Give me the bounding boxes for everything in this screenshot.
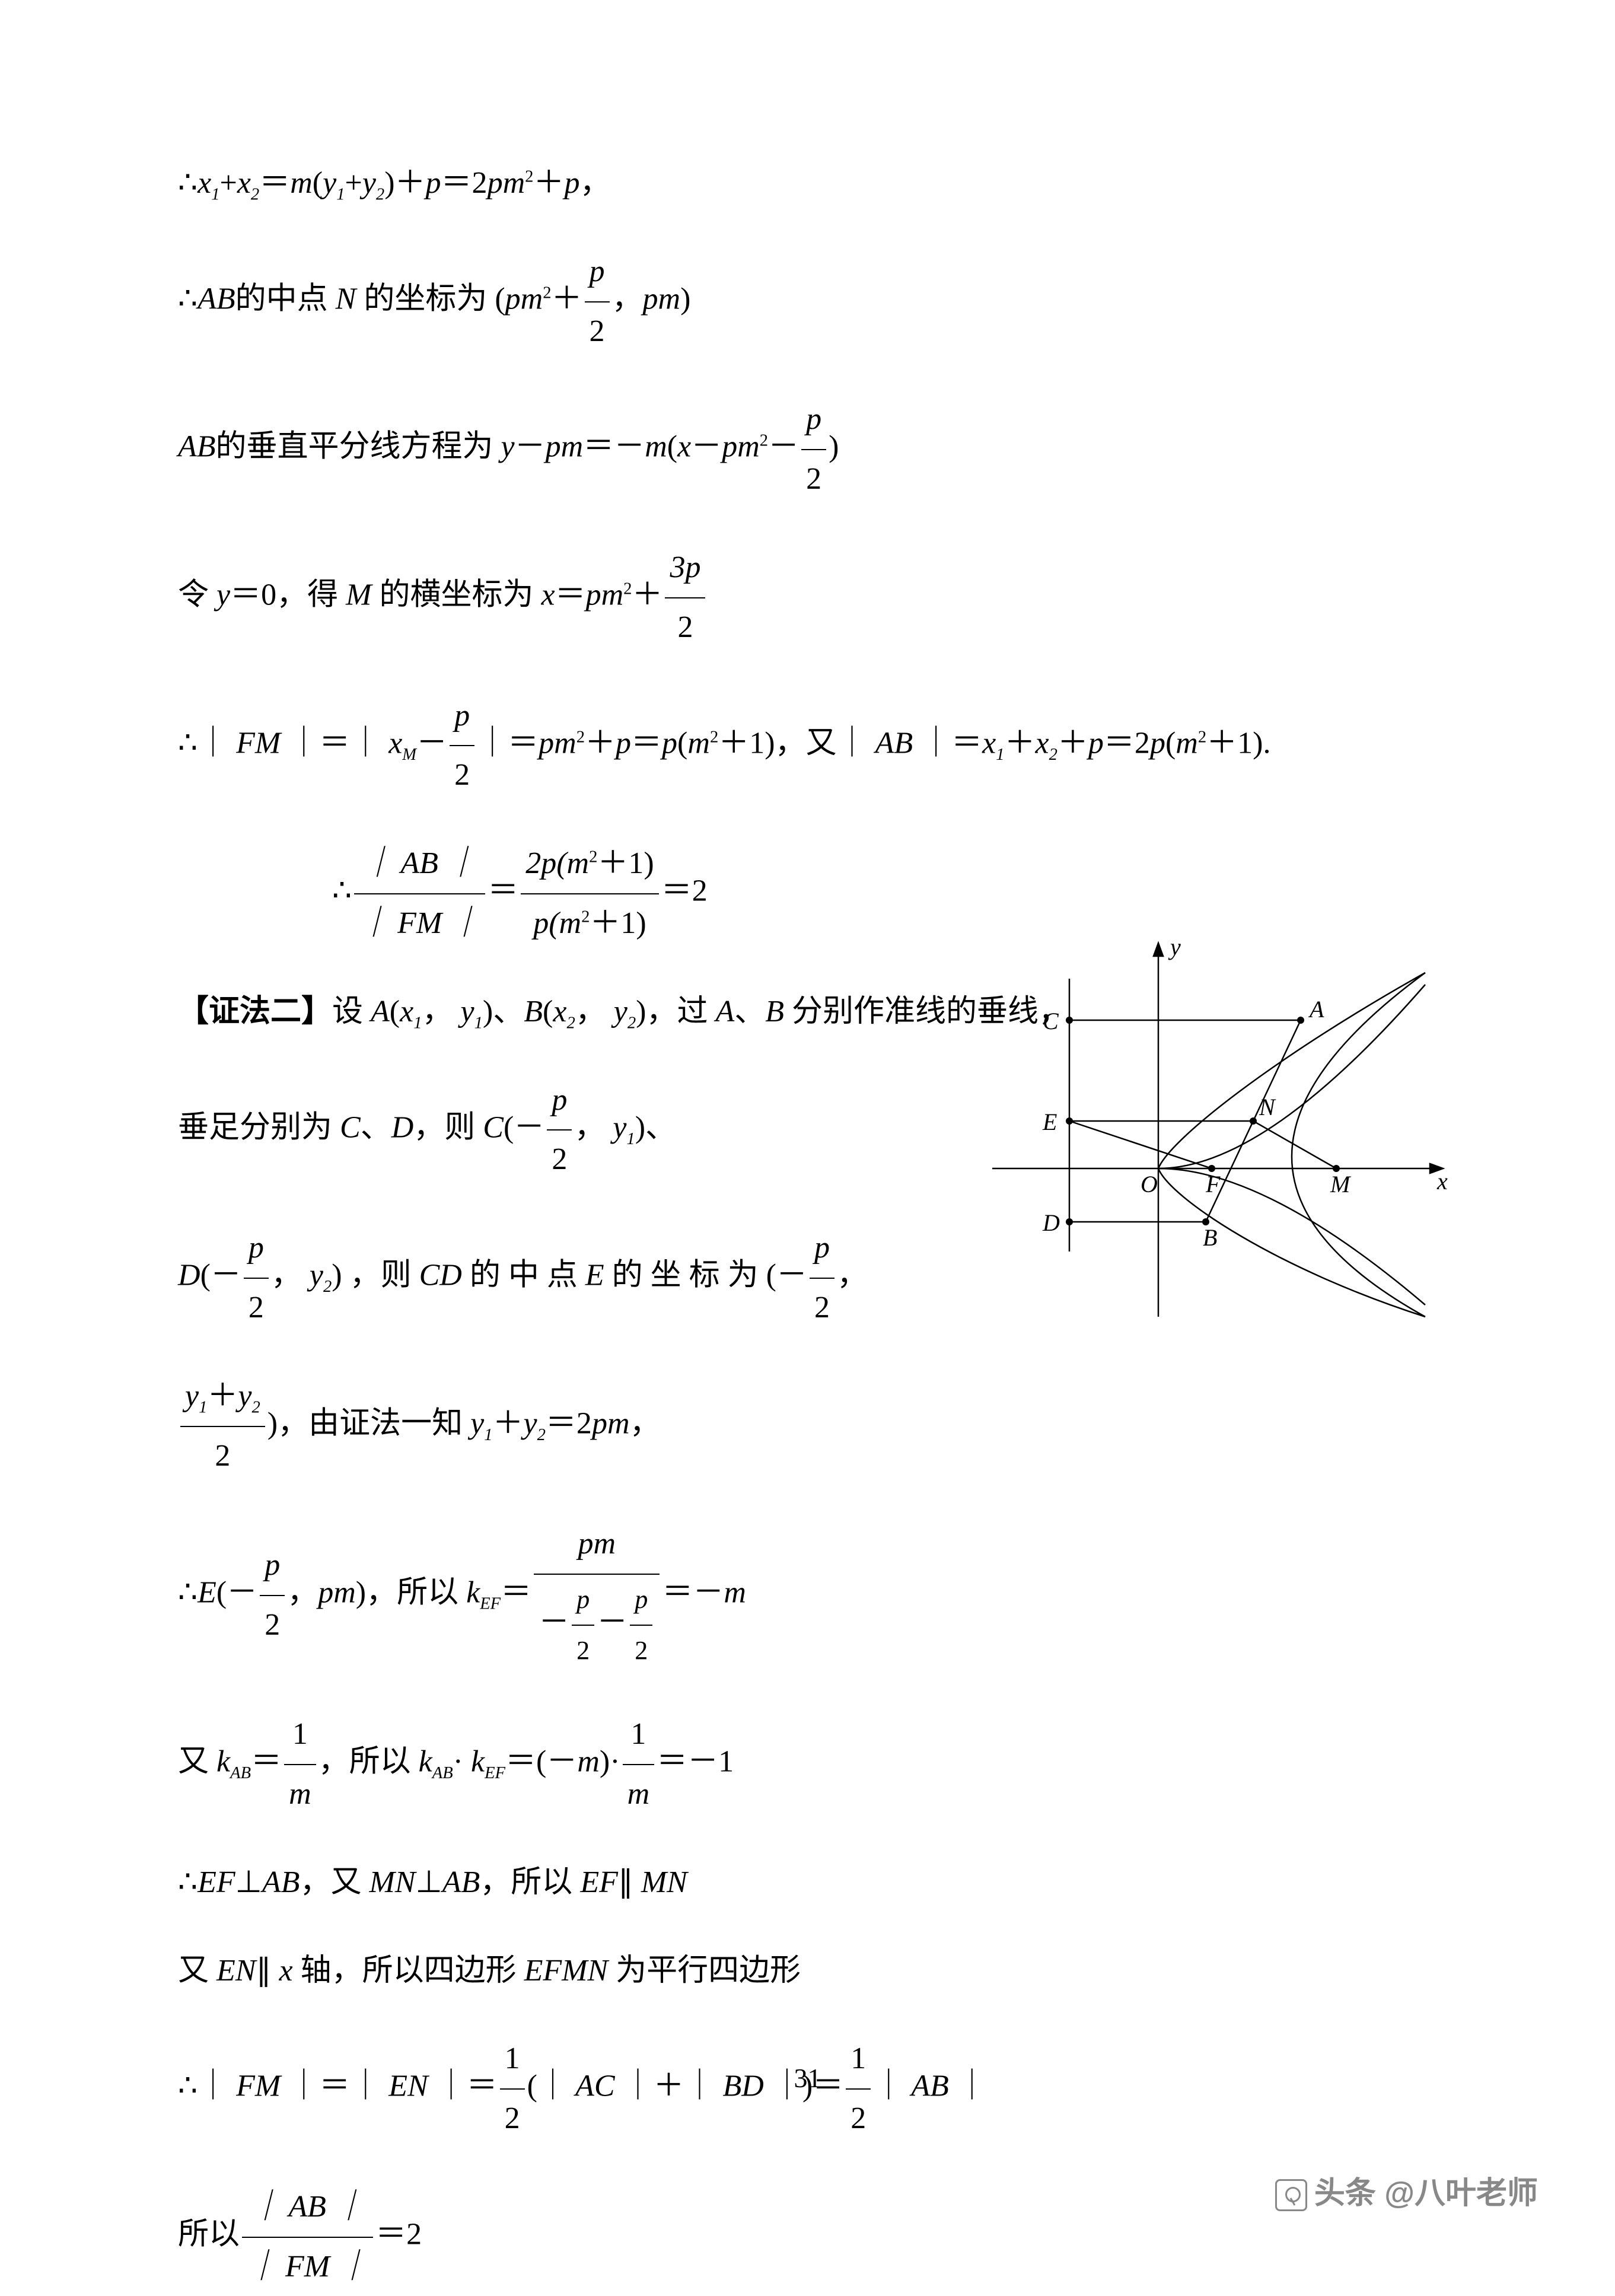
svg-text:y: y [1168,934,1181,960]
svg-text:B: B [1203,1224,1217,1251]
math-line: 所以｜ AB ｜｜ FM ｜＝2 [178,2178,1437,2296]
svg-text:C: C [1043,1008,1059,1034]
math-line: AB的垂直平分线方程为 y－pm＝－m(x－pm2－p2) [178,390,1437,509]
math-line: ∴｜ FM ｜＝｜ xM－p2｜＝pm2＋p＝p(m2＋1)，又｜ AB ｜＝x… [178,687,1437,805]
page-number: 31 [0,2062,1615,2094]
math-line: y1＋y22)，由证法一知 y1＋y2＝2pm， [178,1367,1437,1486]
svg-text:x: x [1436,1168,1448,1195]
watermark: 头条 @八叶老师 [1275,2168,1538,2212]
math-line: ∴x1+x2＝m(y1+y2)＋p＝2pm2＋p， [178,154,1437,213]
math-line: ∴EF⊥AB，又 MN⊥AB，所以 EF∥ MN [178,1854,1437,1912]
svg-text:N: N [1259,1094,1276,1120]
svg-text:E: E [1042,1109,1057,1135]
svg-text:F: F [1205,1171,1221,1198]
math-line: 令 y＝0，得 M 的横坐标为 x＝pm2＋3p2 [178,539,1437,657]
svg-text:D: D [1042,1209,1060,1236]
math-line: 又 kAB＝1m，所以 kAB· kEF＝(－m)·1m＝－1 [178,1705,1437,1824]
svg-text:A: A [1308,996,1324,1023]
math-line: 又 EN∥ x 轴，所以四边形 EFMN 为平行四边形 [178,1942,1437,2001]
magnifier-icon [1275,2179,1307,2211]
math-line: ∴AB的中点 N 的坐标为 (pm2＋p2，pm) [178,243,1437,361]
svg-text:M: M [1330,1171,1352,1198]
math-line: ∴E(－p2，pm)，所以 kEF＝pm－p2－p2＝－m [178,1515,1437,1676]
parabola-figure: y x A C E D B N F M O [969,913,1455,1340]
svg-text:O: O [1141,1171,1158,1198]
